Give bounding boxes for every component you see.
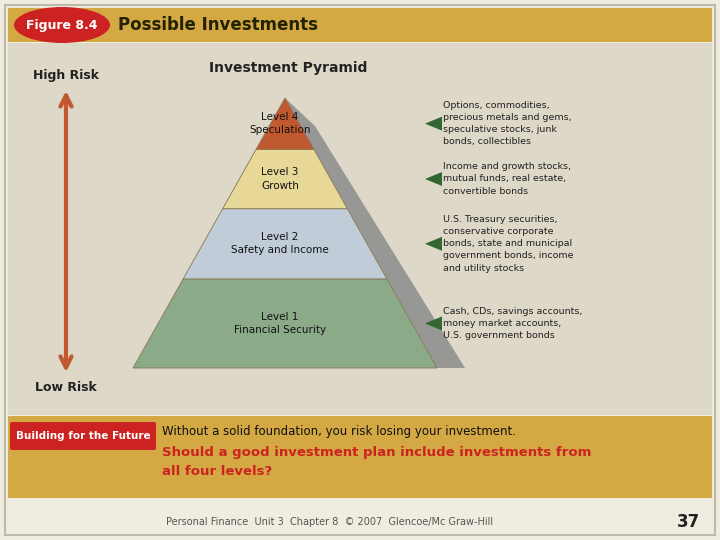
Text: Building for the Future: Building for the Future	[16, 431, 150, 441]
Text: Level 1
Financial Security: Level 1 Financial Security	[234, 312, 326, 335]
Text: Options, commodities,
precious metals and gems,
speculative stocks, junk
bonds, : Options, commodities, precious metals an…	[443, 101, 572, 146]
Text: Figure 8.4: Figure 8.4	[26, 18, 98, 31]
FancyBboxPatch shape	[8, 416, 712, 498]
Text: Investment Pyramid: Investment Pyramid	[209, 61, 367, 75]
Text: Cash, CDs, savings accounts,
money market accounts,
U.S. government bonds: Cash, CDs, savings accounts, money marke…	[443, 307, 582, 340]
Text: Personal Finance  Unit 3  Chapter 8  © 2007  Glencoe/Mc Graw-Hill: Personal Finance Unit 3 Chapter 8 © 2007…	[166, 517, 494, 527]
Polygon shape	[256, 98, 314, 149]
Text: Level 3
Growth: Level 3 Growth	[261, 167, 299, 191]
Text: High Risk: High Risk	[33, 69, 99, 82]
Text: Level 2
Safety and Income: Level 2 Safety and Income	[231, 232, 329, 255]
Text: Should a good investment plan include investments from
all four levels?: Should a good investment plan include in…	[162, 446, 591, 478]
Text: U.S. Treasury securities,
conservative corporate
bonds, state and municipal
gove: U.S. Treasury securities, conservative c…	[443, 215, 574, 273]
Polygon shape	[425, 237, 442, 251]
FancyBboxPatch shape	[5, 5, 715, 535]
Text: 37: 37	[677, 513, 700, 531]
Text: Possible Investments: Possible Investments	[118, 16, 318, 34]
FancyBboxPatch shape	[8, 8, 712, 42]
Text: Income and growth stocks,
mutual funds, real estate,
convertible bonds: Income and growth stocks, mutual funds, …	[443, 163, 571, 195]
FancyBboxPatch shape	[8, 43, 712, 415]
Polygon shape	[285, 98, 465, 368]
Polygon shape	[222, 149, 347, 208]
Ellipse shape	[14, 7, 110, 43]
Polygon shape	[425, 316, 442, 330]
FancyBboxPatch shape	[10, 422, 156, 450]
Text: Level 4
Speculation: Level 4 Speculation	[249, 112, 311, 135]
Text: Without a solid foundation, you risk losing your investment.: Without a solid foundation, you risk los…	[162, 426, 516, 438]
Text: Low Risk: Low Risk	[35, 381, 97, 394]
Polygon shape	[183, 208, 387, 279]
Polygon shape	[425, 117, 442, 131]
Polygon shape	[425, 172, 442, 186]
Polygon shape	[133, 279, 437, 368]
